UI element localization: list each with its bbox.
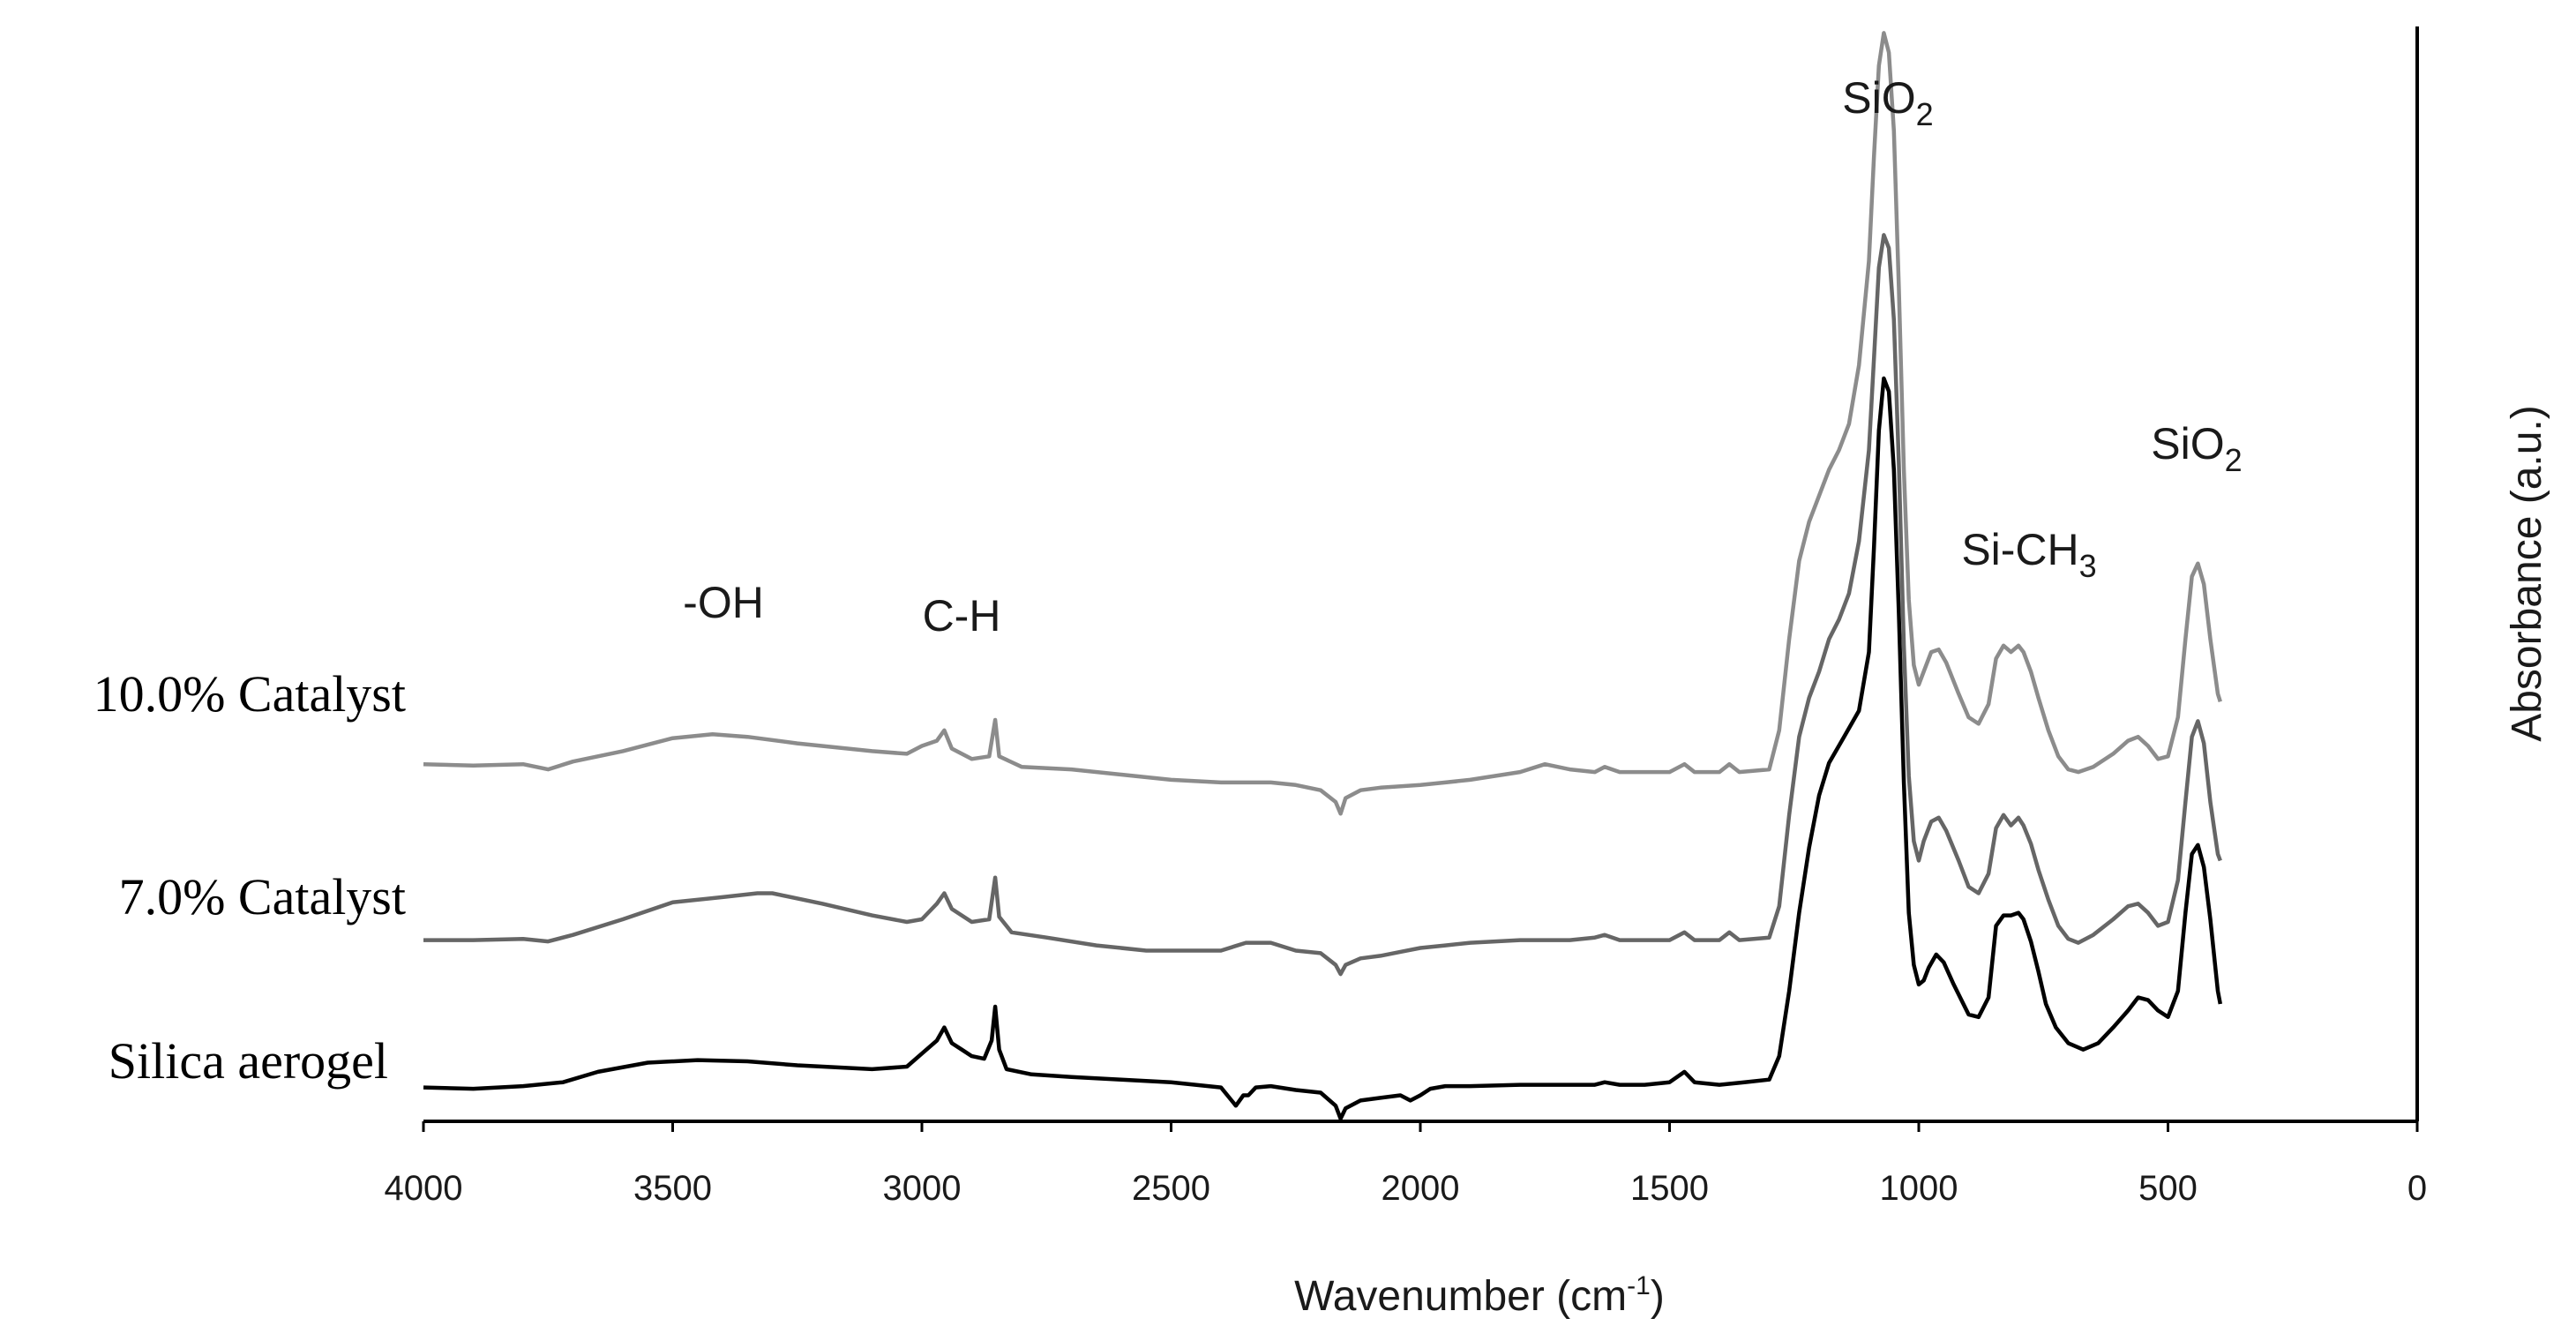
x-tick-label: 2500 xyxy=(1132,1169,1210,1208)
x-axis-title-base: Wavenumber (cm xyxy=(1294,1273,1627,1320)
y-axis-title: Absorbance (a.u.) xyxy=(2504,405,2550,742)
x-tick-label: 500 xyxy=(2138,1169,2198,1208)
peak-annotation: SiO2 xyxy=(2151,419,2242,478)
series-label-layer: Silica aerogel 7.0% Catalyst 10.0% Catalys… xyxy=(94,665,406,1090)
x-tick-label: 1500 xyxy=(1630,1169,1709,1208)
series-label: 7.0% Catalyst xyxy=(119,868,406,925)
x-tick-label: 0 xyxy=(2408,1169,2427,1208)
x-tick-layer: 4000 3500 3000 2500 2000 1500 1000 500 0 xyxy=(385,1121,2427,1208)
x-tick-label: 3500 xyxy=(633,1169,712,1208)
peak-annotation-layer: -OH C-H SiO2 Si-CH3 SiO2 xyxy=(683,73,2243,641)
peak-annotation: C-H xyxy=(923,591,1001,641)
x-tick-label: 1000 xyxy=(1880,1169,1958,1208)
x-axis-title-tail: ) xyxy=(1651,1273,1665,1320)
x-axis-title: Wavenumber (cm-1) xyxy=(1294,1271,1665,1320)
series-label: Silica aerogel xyxy=(109,1032,388,1090)
peak-annotation: -OH xyxy=(683,578,764,627)
series-line-0 xyxy=(423,376,2223,1121)
x-axis-title-sup: -1 xyxy=(1627,1271,1651,1300)
series-label: 10.0% Catalyst xyxy=(94,665,406,723)
peak-annotation: SiO2 xyxy=(1842,73,1933,132)
x-tick-label: 3000 xyxy=(883,1169,962,1208)
peak-annotation: Si-CH3 xyxy=(1961,525,2096,584)
x-tick-label: 4000 xyxy=(385,1169,463,1208)
series-line-1 xyxy=(423,233,2222,977)
x-tick-label: 2000 xyxy=(1382,1169,1460,1208)
series-line-2 xyxy=(423,31,2222,816)
series-layer xyxy=(423,31,2223,1121)
